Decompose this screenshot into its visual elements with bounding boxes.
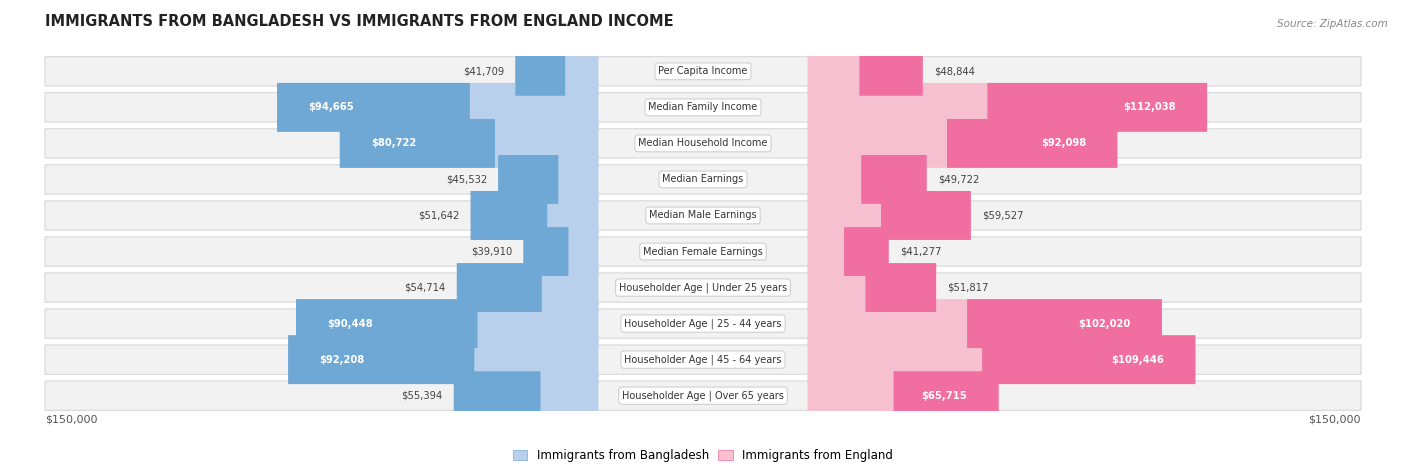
FancyBboxPatch shape [807, 83, 1208, 132]
FancyBboxPatch shape [807, 335, 1195, 384]
FancyBboxPatch shape [45, 92, 1361, 122]
FancyBboxPatch shape [471, 191, 599, 240]
Text: Median Male Earnings: Median Male Earnings [650, 211, 756, 220]
Text: $45,532: $45,532 [446, 175, 486, 184]
FancyBboxPatch shape [807, 227, 889, 276]
Text: $51,817: $51,817 [948, 283, 988, 292]
Text: $65,715: $65,715 [921, 391, 967, 401]
FancyBboxPatch shape [807, 299, 1161, 348]
FancyBboxPatch shape [844, 227, 889, 276]
Text: $49,722: $49,722 [938, 175, 980, 184]
FancyBboxPatch shape [967, 299, 1161, 348]
Text: $59,527: $59,527 [981, 211, 1024, 220]
FancyBboxPatch shape [862, 155, 927, 204]
Text: Median Family Income: Median Family Income [648, 102, 758, 113]
FancyBboxPatch shape [45, 345, 1361, 375]
FancyBboxPatch shape [45, 309, 1361, 338]
FancyBboxPatch shape [807, 119, 1118, 168]
FancyBboxPatch shape [288, 335, 599, 384]
FancyBboxPatch shape [340, 119, 599, 168]
FancyBboxPatch shape [523, 227, 568, 276]
FancyBboxPatch shape [866, 263, 936, 312]
Text: $150,000: $150,000 [45, 415, 97, 425]
Legend: Immigrants from Bangladesh, Immigrants from England: Immigrants from Bangladesh, Immigrants f… [513, 449, 893, 462]
Text: $41,277: $41,277 [900, 247, 942, 256]
FancyBboxPatch shape [297, 299, 478, 348]
FancyBboxPatch shape [277, 83, 470, 132]
FancyBboxPatch shape [454, 371, 540, 420]
Text: $55,394: $55,394 [401, 391, 443, 401]
FancyBboxPatch shape [983, 335, 1195, 384]
FancyBboxPatch shape [340, 119, 495, 168]
Text: $150,000: $150,000 [1309, 415, 1361, 425]
FancyBboxPatch shape [498, 155, 599, 204]
FancyBboxPatch shape [987, 83, 1208, 132]
Text: $92,098: $92,098 [1040, 138, 1085, 149]
FancyBboxPatch shape [948, 119, 1118, 168]
Text: $90,448: $90,448 [328, 318, 373, 329]
FancyBboxPatch shape [288, 335, 474, 384]
FancyBboxPatch shape [277, 83, 599, 132]
Text: $39,910: $39,910 [471, 247, 512, 256]
Text: Householder Age | Over 65 years: Householder Age | Over 65 years [621, 390, 785, 401]
FancyBboxPatch shape [498, 155, 558, 204]
Text: $80,722: $80,722 [371, 138, 416, 149]
FancyBboxPatch shape [807, 191, 970, 240]
Text: Median Female Earnings: Median Female Earnings [643, 247, 763, 256]
FancyBboxPatch shape [45, 165, 1361, 194]
FancyBboxPatch shape [882, 191, 970, 240]
FancyBboxPatch shape [523, 227, 599, 276]
FancyBboxPatch shape [894, 371, 998, 420]
FancyBboxPatch shape [807, 263, 936, 312]
FancyBboxPatch shape [45, 129, 1361, 158]
FancyBboxPatch shape [516, 47, 565, 96]
Text: Source: ZipAtlas.com: Source: ZipAtlas.com [1277, 19, 1388, 28]
Text: $112,038: $112,038 [1123, 102, 1175, 113]
Text: $109,446: $109,446 [1111, 354, 1164, 365]
FancyBboxPatch shape [471, 191, 547, 240]
Text: $51,642: $51,642 [418, 211, 460, 220]
FancyBboxPatch shape [516, 47, 599, 96]
FancyBboxPatch shape [807, 371, 998, 420]
FancyBboxPatch shape [297, 299, 599, 348]
FancyBboxPatch shape [807, 155, 927, 204]
FancyBboxPatch shape [457, 263, 541, 312]
FancyBboxPatch shape [457, 263, 599, 312]
Text: $94,665: $94,665 [308, 102, 354, 113]
FancyBboxPatch shape [45, 201, 1361, 230]
Text: Median Earnings: Median Earnings [662, 175, 744, 184]
Text: $102,020: $102,020 [1078, 318, 1130, 329]
FancyBboxPatch shape [807, 47, 922, 96]
Text: $48,844: $48,844 [934, 66, 974, 76]
Text: IMMIGRANTS FROM BANGLADESH VS IMMIGRANTS FROM ENGLAND INCOME: IMMIGRANTS FROM BANGLADESH VS IMMIGRANTS… [45, 14, 673, 28]
FancyBboxPatch shape [45, 57, 1361, 86]
Text: Householder Age | 45 - 64 years: Householder Age | 45 - 64 years [624, 354, 782, 365]
FancyBboxPatch shape [45, 273, 1361, 302]
Text: $92,208: $92,208 [319, 354, 364, 365]
FancyBboxPatch shape [45, 237, 1361, 266]
Text: Median Household Income: Median Household Income [638, 138, 768, 149]
Text: Householder Age | 25 - 44 years: Householder Age | 25 - 44 years [624, 318, 782, 329]
Text: Per Capita Income: Per Capita Income [658, 66, 748, 76]
FancyBboxPatch shape [454, 371, 599, 420]
FancyBboxPatch shape [45, 381, 1361, 410]
Text: $54,714: $54,714 [405, 283, 446, 292]
Text: Householder Age | Under 25 years: Householder Age | Under 25 years [619, 283, 787, 293]
FancyBboxPatch shape [859, 47, 922, 96]
Text: $41,709: $41,709 [463, 66, 505, 76]
